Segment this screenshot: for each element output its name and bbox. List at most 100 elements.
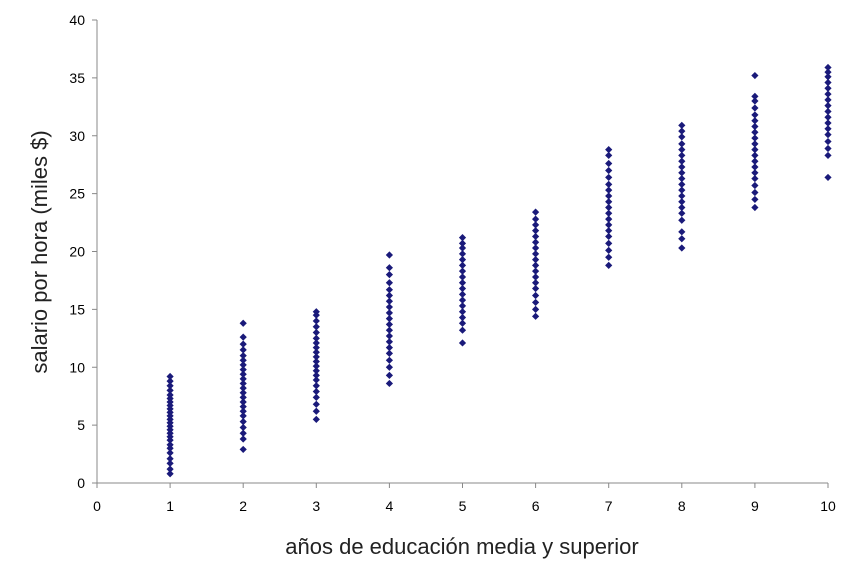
data-point xyxy=(678,235,686,243)
data-point xyxy=(751,104,759,112)
data-point xyxy=(532,250,540,258)
data-point xyxy=(312,362,320,370)
data-point xyxy=(239,393,247,401)
data-point xyxy=(239,356,247,364)
x-tick-label: 1 xyxy=(166,498,174,514)
data-point xyxy=(678,146,686,154)
data-point xyxy=(166,386,174,394)
data-point xyxy=(751,92,759,100)
data-point xyxy=(532,312,540,320)
data-point xyxy=(458,250,467,258)
y-axis-title: salario por hora (miles $) xyxy=(27,130,52,373)
data-point xyxy=(458,308,467,316)
y-tick-label: 5 xyxy=(77,417,85,433)
data-point xyxy=(751,157,759,165)
data-point xyxy=(458,244,467,252)
data-point xyxy=(239,407,247,415)
data-point xyxy=(532,208,540,216)
data-point xyxy=(312,400,320,408)
data-point xyxy=(824,144,832,153)
data-point xyxy=(605,166,613,175)
data-point xyxy=(678,186,686,194)
x-tick-label: 5 xyxy=(459,498,467,514)
data-point xyxy=(312,382,320,390)
data-point xyxy=(385,356,393,364)
data-point xyxy=(751,117,759,125)
x-tick-label: 10 xyxy=(820,498,836,514)
data-point xyxy=(458,313,467,322)
data-point xyxy=(605,151,613,160)
data-point xyxy=(678,163,686,171)
data-point xyxy=(385,379,393,388)
data-point xyxy=(605,215,613,223)
data-point xyxy=(239,352,247,360)
data-point xyxy=(458,326,467,334)
data-point xyxy=(678,203,686,212)
data-point xyxy=(239,398,247,406)
data-point xyxy=(605,232,613,241)
y-tick-label: 20 xyxy=(69,244,85,260)
y-tick-label: 15 xyxy=(69,301,85,317)
data-point xyxy=(532,227,540,235)
data-point xyxy=(166,459,174,467)
data-point xyxy=(605,180,613,188)
data-point xyxy=(751,169,759,177)
y-axis-ticks: 0 5 10 15 20 25 30 35 40 xyxy=(69,12,97,491)
data-point xyxy=(385,297,393,305)
data-point xyxy=(532,232,540,241)
data-point xyxy=(605,253,613,261)
x-tick-label: 0 xyxy=(93,498,101,514)
data-point xyxy=(458,279,467,287)
data-point xyxy=(385,251,393,259)
data-point xyxy=(239,384,247,392)
data-point xyxy=(239,403,247,411)
data-point xyxy=(385,338,393,346)
data-point xyxy=(532,284,540,293)
data-point xyxy=(312,393,320,401)
data-point xyxy=(312,328,320,337)
data-point xyxy=(166,382,174,390)
data-point xyxy=(751,97,759,105)
data-point xyxy=(385,349,393,357)
data-point xyxy=(458,302,467,310)
data-point xyxy=(239,365,247,374)
data-point xyxy=(385,291,393,300)
data-point xyxy=(824,96,832,104)
data-point xyxy=(605,239,613,247)
data-point xyxy=(458,261,467,269)
data-point xyxy=(458,239,467,247)
x-tick-label: 7 xyxy=(605,498,613,514)
data-point xyxy=(458,319,467,327)
data-point xyxy=(385,279,393,287)
data-point xyxy=(239,346,247,354)
data-point xyxy=(239,340,247,348)
data-point xyxy=(532,305,540,313)
data-point xyxy=(678,180,686,188)
data-point xyxy=(385,371,393,379)
data-point xyxy=(678,209,686,217)
data-point xyxy=(824,78,832,87)
data-point xyxy=(532,267,540,275)
data-point xyxy=(239,389,247,397)
data-point xyxy=(312,376,320,384)
data-point xyxy=(312,308,320,316)
data-point xyxy=(166,441,174,449)
data-point xyxy=(678,228,686,236)
data-point xyxy=(458,267,467,275)
data-point xyxy=(385,271,393,279)
data-point xyxy=(239,445,247,454)
x-tick-label: 6 xyxy=(532,498,540,514)
data-point xyxy=(678,169,686,177)
x-tick-label: 8 xyxy=(678,498,686,514)
data-point xyxy=(751,174,759,183)
data-point xyxy=(166,377,174,385)
x-tick-label: 2 xyxy=(239,498,247,514)
data-point xyxy=(751,146,759,154)
data-point xyxy=(605,192,613,200)
data-point xyxy=(312,415,320,423)
data-point xyxy=(532,256,540,264)
data-point xyxy=(824,63,832,72)
data-point xyxy=(824,137,832,146)
data-point xyxy=(239,361,247,369)
